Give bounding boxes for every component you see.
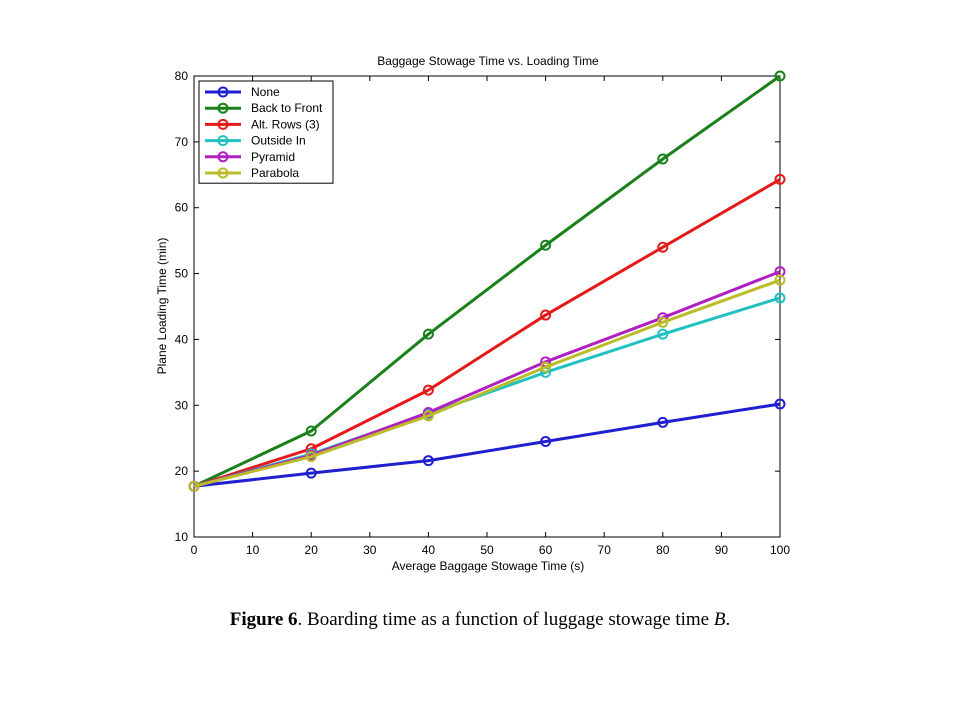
caption-variable: B bbox=[713, 609, 726, 630]
x-tick-label: 50 bbox=[480, 543, 494, 557]
data-point bbox=[305, 425, 317, 437]
data-point bbox=[305, 467, 317, 479]
y-tick-label: 60 bbox=[175, 201, 189, 215]
legend-entry: None bbox=[251, 85, 280, 99]
data-point bbox=[540, 361, 552, 373]
y-tick-label: 40 bbox=[175, 332, 189, 346]
data-point bbox=[422, 410, 434, 422]
x-tick-label: 30 bbox=[363, 543, 377, 557]
data-point bbox=[540, 309, 552, 321]
legend-swatch-marker bbox=[217, 86, 229, 98]
series-back-to-front bbox=[188, 70, 786, 492]
x-axis-label: Average Baggage Stowage Time (s) bbox=[392, 559, 585, 573]
caption-text: . Boarding time as a function of luggage… bbox=[297, 609, 714, 630]
caption-end: . bbox=[725, 609, 731, 630]
data-point bbox=[657, 153, 669, 165]
legend-swatch-marker bbox=[217, 118, 229, 130]
x-tick-label: 40 bbox=[422, 543, 436, 557]
x-tick-label: 10 bbox=[246, 543, 260, 557]
x-tick-label: 100 bbox=[770, 543, 790, 557]
data-point bbox=[657, 316, 669, 328]
y-tick-label: 10 bbox=[175, 530, 189, 544]
x-tick-label: 0 bbox=[191, 543, 198, 557]
legend-entry: Alt. Rows (3) bbox=[251, 117, 320, 131]
y-tick-label: 20 bbox=[175, 464, 189, 478]
data-point bbox=[422, 455, 434, 467]
legend-box bbox=[198, 80, 334, 184]
figure-label: Figure 6 bbox=[229, 609, 298, 630]
x-tick-label: 20 bbox=[305, 543, 319, 557]
y-axis-label: Plane Loading Time (min) bbox=[155, 238, 169, 375]
y-tick-label: 30 bbox=[175, 398, 189, 412]
series-line bbox=[193, 278, 781, 488]
data-point bbox=[657, 328, 669, 340]
data-point bbox=[774, 292, 786, 304]
legend-swatch-marker bbox=[217, 167, 229, 179]
x-tick-label: 70 bbox=[598, 543, 612, 557]
chart-title: Baggage Stowage Time vs. Loading Time bbox=[377, 54, 599, 68]
data-point bbox=[422, 384, 434, 396]
legend-entry: Back to Front bbox=[251, 101, 323, 115]
y-tick-label: 70 bbox=[175, 135, 189, 149]
data-point bbox=[774, 173, 786, 185]
data-point bbox=[774, 70, 786, 82]
data-point bbox=[305, 451, 317, 463]
data-point bbox=[422, 328, 434, 340]
x-tick-label: 80 bbox=[656, 543, 670, 557]
x-tick-label: 90 bbox=[715, 543, 729, 557]
legend-swatch-marker bbox=[217, 135, 229, 147]
legend-entry: Pyramid bbox=[251, 150, 295, 164]
y-tick-label: 80 bbox=[175, 69, 189, 83]
x-tick-label: 60 bbox=[539, 543, 553, 557]
data-point bbox=[657, 416, 669, 428]
legend-swatch-marker bbox=[217, 151, 229, 163]
series-parabola bbox=[188, 274, 786, 492]
data-point bbox=[657, 241, 669, 253]
data-point bbox=[774, 398, 786, 410]
data-point bbox=[188, 480, 200, 492]
legend-entry: Parabola bbox=[251, 166, 299, 180]
series-line bbox=[193, 402, 781, 488]
figure-caption: Figure 6. Boarding time as a function of… bbox=[0, 609, 960, 631]
series-line bbox=[193, 178, 781, 488]
y-tick-label: 50 bbox=[175, 267, 189, 281]
data-point bbox=[774, 274, 786, 286]
data-point bbox=[540, 436, 552, 448]
series-none bbox=[188, 398, 786, 492]
data-point bbox=[540, 239, 552, 251]
legend-swatch-marker bbox=[217, 102, 229, 114]
legend-entry: Outside In bbox=[251, 134, 306, 148]
series-line bbox=[193, 74, 781, 488]
